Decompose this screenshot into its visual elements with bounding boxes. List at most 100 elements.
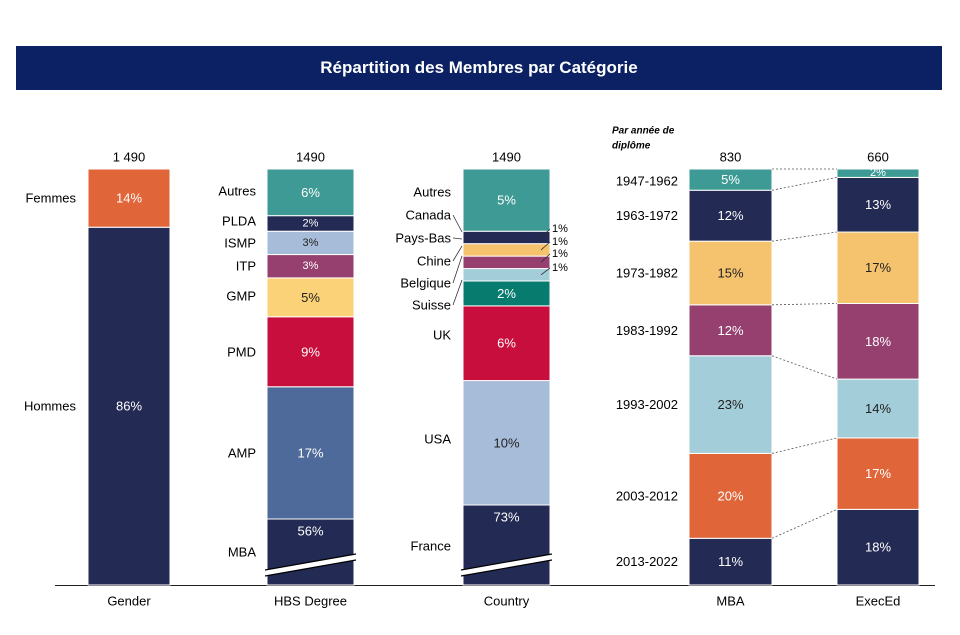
segment-label-gender-femmes: Femmes	[25, 191, 76, 206]
period-label-2003-2012: 2003-2012	[616, 488, 678, 503]
segment-label-country-usa: USA	[424, 432, 451, 447]
graduation-header-line-2: diplôme	[612, 141, 651, 152]
data-label-country-pays-bas: 1%	[552, 236, 568, 248]
data-label-mba-1993-2002: 23%	[717, 397, 743, 412]
category-label-country: Country	[484, 594, 530, 609]
data-label-hbs-degree-gmp: 5%	[301, 290, 320, 305]
bar-segment-execed-1993-2002	[836, 378, 920, 439]
segment-label-hbs-degree-ismp: ISMP	[224, 236, 256, 251]
bar-segment-execed-1947-1962	[836, 168, 920, 178]
leader-line-country-suisse	[452, 279, 463, 306]
total-label-gender: 1 490	[113, 150, 146, 165]
bar-segment-hbs-degree-autres	[266, 168, 355, 217]
segment-label-hbs-degree-mba: MBA	[228, 545, 257, 560]
data-label-mba-1983-1992: 12%	[717, 323, 743, 338]
data-label-country-suisse: 2%	[497, 286, 516, 301]
bar-segment-country-pays-bas	[462, 243, 551, 257]
segment-label-hbs-degree-pmd: PMD	[227, 345, 256, 360]
data-label-execed-1993-2002: 14%	[865, 401, 891, 416]
data-label-country-chine: 1%	[552, 248, 568, 260]
leader-line-country-canada	[452, 214, 463, 233]
data-label-hbs-degree-itp: 3%	[303, 260, 319, 272]
data-label-hbs-degree-amp: 17%	[297, 445, 323, 460]
bar-segment-mba-1993-2002	[688, 355, 773, 454]
connector-line-1963-1972	[771, 177, 838, 191]
connector-line-2003-2012	[771, 437, 838, 454]
bar-segment-country-autres	[462, 168, 551, 232]
bar-segment-hbs-degree-gmp	[266, 277, 355, 318]
axis-break-line-bottom-country	[460, 559, 553, 577]
segment-label-country-belgique: Belgique	[400, 276, 451, 291]
data-label-execed-1973-1982: 17%	[865, 260, 891, 275]
bar-segment-execed-1963-1972	[836, 176, 920, 233]
leader-line-country-pays-bas	[452, 237, 463, 240]
category-label-gender: Gender	[107, 594, 151, 609]
category-label-mba: MBA	[716, 594, 745, 609]
data-label-execed-2013-2022: 18%	[865, 540, 891, 555]
leader-line-right-country-pays-bas	[540, 241, 551, 251]
segment-label-country-pays-bas: Pays-Bas	[395, 231, 451, 246]
data-label-hbs-degree-ismp: 3%	[303, 237, 319, 249]
leader-line-right-country-chine	[540, 253, 551, 263]
bar-segment-mba-1947-1962	[688, 168, 773, 191]
data-label-mba-1947-1962: 5%	[721, 172, 740, 187]
segment-label-hbs-degree-plda: PLDA	[222, 214, 256, 229]
data-label-gender-hommes: 86%	[116, 399, 142, 414]
bar-segment-mba-2003-2012	[688, 452, 773, 539]
bar-segment-hbs-degree-pmd	[266, 316, 355, 388]
axis-break-hbs-degree	[265, 554, 356, 576]
bar-segment-country-belgique	[462, 268, 551, 282]
period-label-1983-1992: 1983-1992	[616, 323, 678, 338]
graduation-header-line-1: Par année de	[612, 126, 675, 137]
data-label-hbs-degree-mba: 56%	[297, 524, 323, 539]
total-label-mba: 830	[720, 150, 742, 165]
total-label-hbs-degree: 1490	[296, 150, 325, 165]
segment-label-country-canada: Canada	[405, 208, 451, 223]
data-label-country-canada: 1%	[552, 223, 568, 235]
category-label-execed: ExecEd	[856, 594, 901, 609]
segment-label-country-suisse: Suisse	[412, 298, 451, 313]
bar-segment-mba-1973-1982	[688, 240, 773, 306]
data-label-mba-1973-1982: 15%	[717, 266, 743, 281]
bar-segment-mba-1963-1972	[688, 189, 773, 242]
bar-segment-hbs-degree-amp	[266, 386, 355, 520]
leader-line-country-belgique	[452, 255, 463, 284]
total-label-execed: 660	[867, 150, 889, 165]
connector-line-1993-2002	[771, 355, 838, 380]
period-label-2013-2022: 2013-2022	[616, 554, 678, 569]
bar-segment-mba-2013-2022	[688, 537, 773, 586]
data-label-execed-1963-1972: 13%	[865, 197, 891, 212]
bar-segment-execed-1973-1982	[836, 231, 920, 304]
axis-break-line-top-hbs-degree	[264, 553, 357, 571]
axis-break-line-bottom-hbs-degree	[264, 559, 357, 577]
bar-segment-gender-femmes	[87, 168, 171, 228]
segment-label-hbs-degree-autres: Autres	[218, 184, 256, 199]
data-label-country-autres: 5%	[497, 193, 516, 208]
data-label-mba-1963-1972: 12%	[717, 208, 743, 223]
leader-line-right-country-belgique	[540, 267, 551, 276]
total-label-country: 1490	[492, 150, 521, 165]
period-label-1963-1972: 1963-1972	[616, 208, 678, 223]
connector-line-1973-1982	[771, 231, 838, 242]
data-label-mba-2003-2012: 20%	[717, 488, 743, 503]
chart-title: Répartition des Membres par Catégorie	[16, 46, 942, 90]
data-label-execed-1983-1992: 18%	[865, 334, 891, 349]
data-label-country-uk: 6%	[497, 336, 516, 351]
data-label-execed-2003-2012: 17%	[865, 466, 891, 481]
period-label-1993-2002: 1993-2002	[616, 397, 678, 412]
segment-label-country-chine: Chine	[417, 254, 451, 269]
segment-label-hbs-degree-gmp: GMP	[226, 289, 256, 304]
segment-label-hbs-degree-itp: ITP	[236, 259, 256, 274]
bar-segment-execed-2003-2012	[836, 437, 920, 510]
segment-label-gender-hommes: Hommes	[24, 399, 77, 414]
period-label-1947-1962: 1947-1962	[616, 174, 678, 189]
data-label-country-belgique: 1%	[552, 262, 568, 274]
connector-line-2013-2022	[771, 508, 838, 539]
segment-label-hbs-degree-amp: AMP	[228, 446, 256, 461]
data-label-hbs-degree-pmd: 9%	[301, 344, 320, 359]
data-label-gender-femmes: 14%	[116, 191, 142, 206]
leader-line-right-country-canada	[540, 228, 551, 238]
bar-segment-gender-hommes	[87, 226, 171, 586]
data-label-hbs-degree-autres: 6%	[301, 185, 320, 200]
